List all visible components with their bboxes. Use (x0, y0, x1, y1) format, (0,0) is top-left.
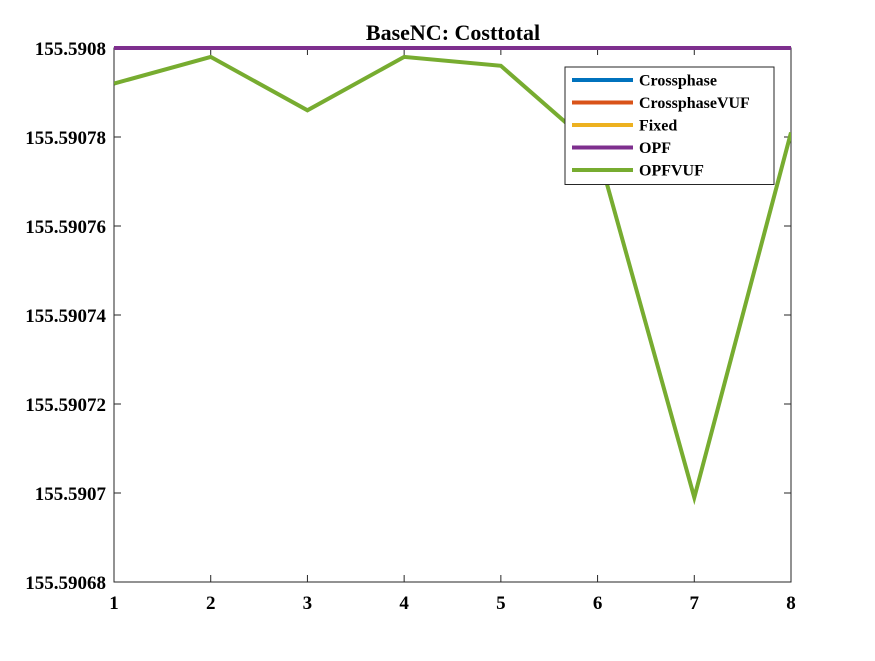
y-tick-label: 155.59076 (25, 217, 106, 238)
legend-label: CrossphaseVUF (639, 95, 750, 112)
chart-title: BaseNC: Costtotal (366, 20, 540, 45)
x-tick-label: 8 (786, 593, 796, 614)
y-tick-label: 155.5907 (35, 484, 107, 505)
y-tick-label: 155.59074 (25, 306, 106, 327)
x-tick-label: 6 (593, 593, 603, 614)
y-tick-label: 155.5908 (35, 39, 106, 60)
x-tick-label: 4 (399, 593, 409, 614)
x-tick-label: 2 (206, 593, 216, 614)
legend: Crossphase CrossphaseVUF Fixed OPF OPFVUF (564, 66, 775, 185)
x-tick-label: 3 (303, 593, 313, 614)
y-tick-label: 155.59072 (25, 395, 106, 416)
legend-label: Crossphase (639, 73, 717, 90)
x-tick-label: 7 (690, 593, 700, 614)
x-tick-label: 1 (109, 593, 119, 614)
y-tick-label: 155.59078 (25, 128, 106, 149)
legend-label: Fixed (639, 118, 677, 135)
legend-label: OPFVUF (639, 163, 704, 180)
series-line-opfvuf (114, 54, 791, 506)
y-tick-label: 155.59068 (25, 573, 106, 594)
x-tick-label: 5 (496, 593, 506, 614)
legend-label: OPF (639, 140, 671, 157)
